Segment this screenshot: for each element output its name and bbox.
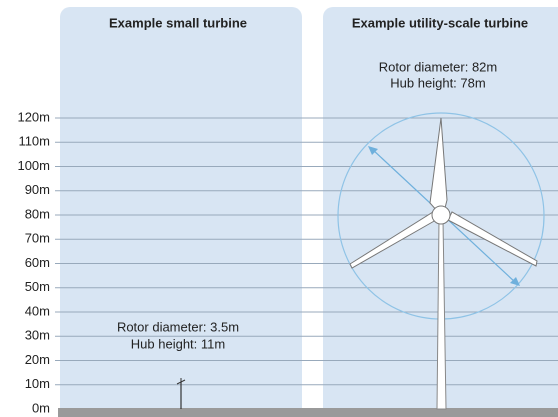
height-label: 10m (25, 376, 50, 391)
hub (431, 205, 451, 225)
height-label: 50m (25, 279, 50, 294)
annotation: Hub height: 11m (131, 336, 225, 351)
height-label: 60m (25, 255, 50, 270)
arrow-head (368, 146, 378, 155)
height-label: 110m (18, 134, 50, 149)
height-label: 70m (25, 231, 50, 246)
panel-title: Example utility-scale turbine (352, 15, 528, 30)
panel-small (60, 7, 302, 417)
annotation: Hub height: 78m (390, 75, 485, 90)
height-label: 80m (25, 206, 50, 221)
height-label: 100m (17, 158, 50, 173)
ground (58, 408, 558, 417)
height-label: 30m (25, 328, 50, 343)
height-label: 20m (25, 352, 50, 367)
panel-title: Example small turbine (109, 15, 247, 30)
arrow-head (510, 277, 520, 286)
annotation: Rotor diameter: 3.5m (117, 319, 239, 334)
annotation: Rotor diameter: 82m (379, 59, 498, 74)
height-label: 0m (32, 400, 50, 415)
height-label: 90m (25, 182, 50, 197)
height-label: 40m (25, 303, 50, 318)
height-label: 120m (17, 109, 50, 124)
blade (447, 211, 538, 267)
